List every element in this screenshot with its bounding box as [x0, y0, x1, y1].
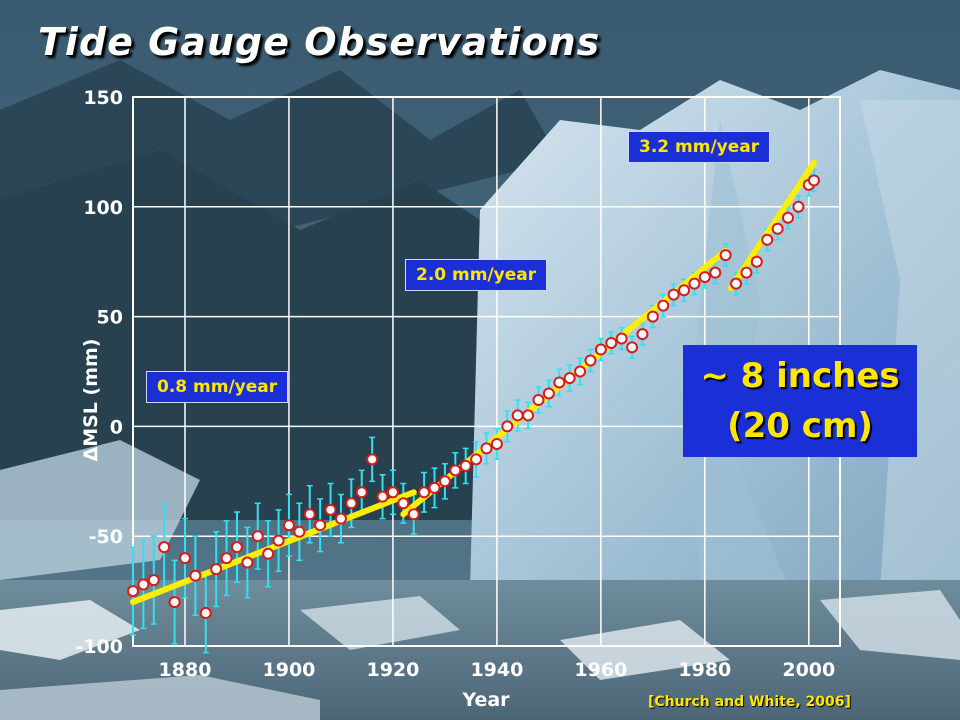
data-point	[501, 420, 514, 433]
data-point	[345, 497, 358, 510]
trend-label-1880-1920: 0.8 mm/year	[146, 371, 289, 403]
data-point	[730, 277, 743, 290]
data-point	[719, 249, 732, 262]
data-point	[553, 376, 566, 389]
data-point	[334, 512, 347, 525]
data-point	[792, 200, 805, 213]
y-tick-label: 0	[110, 416, 123, 438]
callout-line-1: ~ 8 inches	[700, 356, 900, 396]
data-point	[210, 563, 223, 576]
x-tick-label: 1960	[574, 659, 627, 681]
data-point	[407, 508, 420, 521]
data-point	[646, 310, 659, 323]
data-point	[376, 490, 389, 503]
y-tick-label: -100	[75, 636, 123, 658]
data-point	[698, 271, 711, 284]
data-point	[470, 453, 483, 466]
x-tick-label: 1920	[366, 659, 419, 681]
data-point	[178, 552, 191, 565]
data-point	[147, 574, 160, 587]
data-point	[740, 266, 753, 279]
data-point	[386, 486, 399, 499]
data-point	[626, 341, 639, 354]
x-tick-label: 1880	[159, 659, 212, 681]
data-point	[480, 442, 493, 455]
data-point	[750, 255, 763, 268]
data-point	[438, 475, 451, 488]
data-point	[189, 569, 202, 582]
trend-line	[130, 489, 417, 606]
y-tick-label: 150	[83, 87, 123, 109]
data-point	[324, 503, 337, 516]
data-point	[688, 277, 701, 290]
data-point	[667, 288, 680, 301]
data-point	[605, 336, 618, 349]
data-point	[594, 343, 607, 356]
x-tick-labels: 1880 1900 1920 1940 1960 1980 2000	[159, 659, 836, 681]
data-point	[522, 409, 535, 422]
total-rise-callout: ~ 8 inches (20 cm)	[683, 345, 917, 457]
x-tick-label: 1940	[470, 659, 523, 681]
data-point	[808, 174, 821, 187]
data-point	[397, 497, 410, 510]
data-point	[459, 459, 472, 472]
data-point	[574, 365, 587, 378]
data-point	[511, 409, 524, 422]
callout-line-2: (20 cm)	[727, 406, 873, 446]
data-point	[355, 486, 368, 499]
data-point	[241, 556, 254, 569]
x-tick-label: 1980	[678, 659, 731, 681]
citation-text: [Church and White, 2006]	[648, 694, 851, 710]
data-point	[782, 211, 795, 224]
data-point	[137, 578, 150, 591]
y-tick-label: 100	[83, 197, 123, 219]
data-point	[771, 222, 784, 235]
data-point	[584, 354, 597, 367]
data-point	[293, 525, 306, 538]
data-point	[303, 508, 316, 521]
data-point	[449, 464, 462, 477]
data-point	[657, 299, 670, 312]
y-tick-label: 50	[97, 307, 123, 329]
data-point	[168, 596, 181, 609]
data-point	[532, 394, 545, 407]
y-axis-label: ΔMSL (mm)	[80, 339, 102, 462]
data-point	[272, 534, 285, 547]
data-point	[636, 328, 649, 341]
data-point	[282, 519, 295, 532]
data-point	[314, 519, 327, 532]
x-axis-label: Year	[461, 689, 510, 711]
x-tick-label: 2000	[782, 659, 835, 681]
data-point	[709, 266, 722, 279]
data-point	[418, 486, 431, 499]
y-tick-labels: -100 -50 0 50 100 150	[75, 87, 123, 658]
data-point	[678, 284, 691, 297]
data-point	[428, 481, 441, 494]
data-point	[366, 453, 379, 466]
data-point	[251, 530, 264, 543]
data-point	[127, 585, 139, 598]
page-title: Tide Gauge Observations	[38, 20, 601, 64]
data-point	[220, 552, 233, 565]
data-point	[490, 437, 503, 450]
data-point	[615, 332, 628, 345]
data-point	[761, 233, 774, 246]
observation-points-group	[127, 174, 821, 620]
x-tick-label: 1900	[263, 659, 316, 681]
data-point	[199, 607, 212, 620]
trend-label-1985-2000: 3.2 mm/year	[628, 131, 771, 163]
y-tick-label: -50	[89, 526, 123, 548]
data-point	[158, 541, 171, 554]
data-point	[262, 547, 275, 560]
data-point	[230, 541, 243, 554]
trend-label-1920-1980: 2.0 mm/year	[405, 259, 548, 291]
data-point	[563, 372, 576, 385]
data-point	[542, 387, 555, 400]
